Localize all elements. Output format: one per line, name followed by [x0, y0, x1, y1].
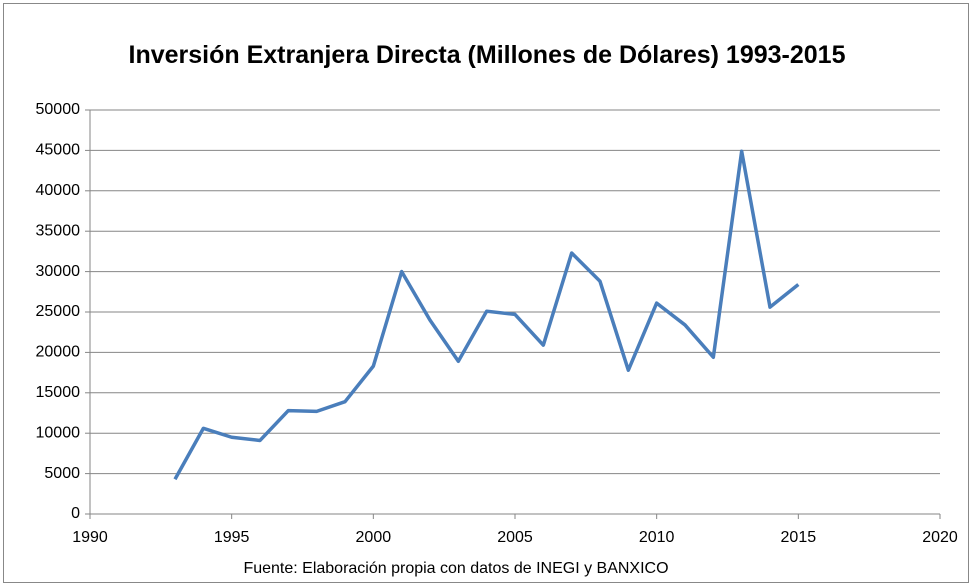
y-tick-label: 30000 [36, 263, 81, 280]
x-tick-label: 2020 [922, 529, 958, 546]
y-tick-label: 0 [71, 505, 80, 522]
x-tick-label: 1995 [214, 529, 250, 546]
x-tick-label: 2000 [356, 529, 392, 546]
x-tick-label: 2005 [497, 529, 533, 546]
y-tick-label: 5000 [44, 465, 80, 482]
y-tick-label: 15000 [36, 384, 81, 401]
data-line [173, 149, 800, 481]
caption: Fuente: Elaboración propia con datos de … [243, 560, 668, 577]
chart-title: Inversión Extranjera Directa (Millones d… [128, 41, 846, 69]
y-tick-label: 40000 [36, 182, 81, 199]
x-tick-label: 2010 [639, 529, 675, 546]
x-tick-label: 2015 [781, 529, 817, 546]
y-tick-label: 20000 [36, 344, 81, 361]
x-tick-label: 1990 [72, 529, 108, 546]
y-tick-label: 50000 [36, 101, 81, 118]
y-tick-label: 35000 [36, 222, 81, 239]
chart-frame [3, 3, 969, 583]
y-tick-label: 45000 [36, 142, 81, 159]
y-tick-label: 10000 [36, 424, 81, 441]
y-tick-label: 25000 [36, 303, 81, 320]
